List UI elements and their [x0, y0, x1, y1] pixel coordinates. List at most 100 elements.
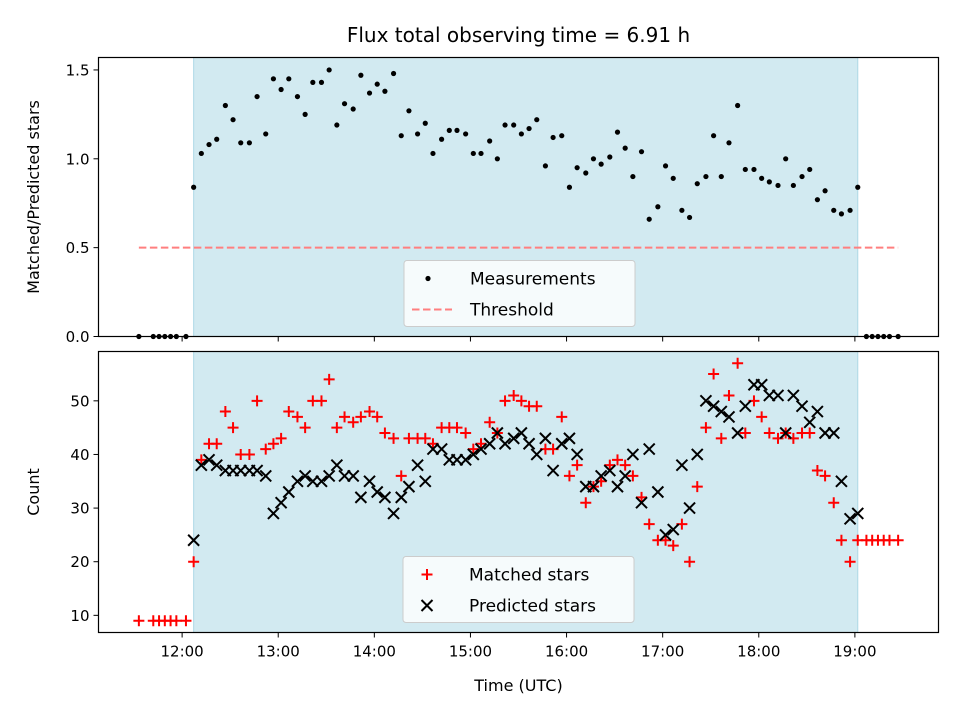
data-point — [766, 179, 772, 185]
data-point — [395, 491, 408, 504]
data-point — [583, 170, 589, 176]
data-point — [835, 534, 847, 546]
data-point — [454, 127, 460, 133]
y-tick-label: 40 — [70, 446, 89, 464]
legend: Measurements Threshold — [403, 260, 636, 327]
data-point — [459, 453, 472, 467]
data-point — [274, 496, 288, 509]
y-tick-label: 50 — [70, 392, 89, 410]
data-point — [315, 395, 327, 407]
data-point — [811, 405, 824, 418]
x-tick-label: 16:00 — [545, 643, 588, 661]
data-point — [715, 432, 727, 444]
data-point — [590, 156, 597, 162]
data-point — [251, 395, 263, 407]
data-point — [751, 166, 757, 173]
data-point — [675, 458, 689, 472]
data-point — [803, 416, 816, 429]
data-point — [779, 426, 792, 440]
data-point — [350, 106, 356, 112]
data-point — [243, 448, 255, 460]
data-point — [555, 437, 568, 450]
data-point — [811, 465, 823, 477]
data-point — [298, 469, 312, 483]
data-point — [498, 437, 512, 450]
data-point — [659, 528, 672, 542]
data-point — [467, 448, 480, 461]
data-point — [542, 163, 549, 169]
data-point — [331, 422, 343, 434]
data-point — [814, 197, 821, 203]
data-point — [819, 470, 831, 482]
x-tick-label: 19:00 — [833, 643, 876, 661]
data-point — [475, 438, 487, 450]
data-point — [339, 411, 351, 423]
x-tick-label: 13:00 — [257, 643, 300, 661]
data-point — [691, 448, 704, 461]
data-point — [283, 406, 295, 418]
y-tick-label: 10 — [70, 607, 89, 625]
data-point — [347, 416, 359, 428]
data-point — [398, 133, 404, 139]
data-point — [739, 427, 751, 439]
x-tick-label: 18:00 — [737, 643, 780, 661]
data-point — [341, 101, 348, 107]
data-point — [598, 161, 604, 167]
y-tick-label: 1.0 — [66, 150, 90, 168]
legend-label: Predicted stars — [469, 597, 596, 617]
data-point — [507, 432, 520, 445]
data-point — [799, 173, 805, 180]
data-point — [638, 149, 645, 155]
data-point — [302, 111, 308, 117]
data-point — [771, 389, 785, 402]
data-point — [742, 166, 748, 173]
legend-label: Measurements — [470, 270, 596, 290]
data-point — [387, 507, 400, 520]
y-axis-label: Count — [24, 468, 43, 516]
data-point — [491, 426, 504, 440]
data-point — [703, 173, 709, 180]
data-point — [732, 357, 744, 369]
data-point — [363, 475, 376, 488]
legend-item: Predicted stars — [420, 597, 596, 617]
data-point — [563, 470, 575, 482]
data-point — [191, 184, 197, 190]
data-point — [467, 443, 479, 455]
data-point — [439, 136, 445, 142]
legend-item: Threshold — [412, 301, 554, 321]
data-point — [662, 163, 669, 169]
data-point — [246, 140, 252, 146]
data-point — [726, 140, 732, 146]
data-point — [374, 81, 380, 87]
data-point — [783, 156, 789, 162]
x-tick-label: 14:00 — [353, 643, 396, 661]
x-tick-label: 15:00 — [449, 643, 492, 661]
data-point — [838, 211, 845, 217]
data-point — [446, 127, 452, 133]
data-point — [278, 86, 284, 93]
data-point — [379, 427, 391, 439]
data-point — [275, 432, 287, 444]
data-point — [827, 426, 840, 440]
data-point — [556, 411, 568, 423]
data-point — [214, 136, 220, 142]
data-point — [460, 427, 472, 439]
data-point — [402, 480, 416, 493]
data-point — [419, 475, 432, 488]
data-point — [502, 122, 508, 128]
data-point — [643, 442, 656, 456]
data-point — [611, 454, 623, 466]
data-point — [807, 166, 813, 173]
data-point — [731, 426, 744, 440]
data-point — [626, 448, 640, 461]
count-panel: 10 20 30 40 50 12:00 13:00 14:00 15:00 16:00 17:00… — [24, 350, 940, 661]
data-point — [371, 485, 384, 499]
data-point — [230, 117, 236, 123]
legend-swatch — [420, 599, 434, 612]
data-point — [395, 470, 407, 482]
legend-box — [403, 260, 636, 327]
y-tick-label: 20 — [70, 553, 89, 571]
data-point — [263, 131, 269, 137]
y-axis-label: Matched/Predicted stars — [24, 100, 43, 294]
data-point — [198, 150, 204, 157]
